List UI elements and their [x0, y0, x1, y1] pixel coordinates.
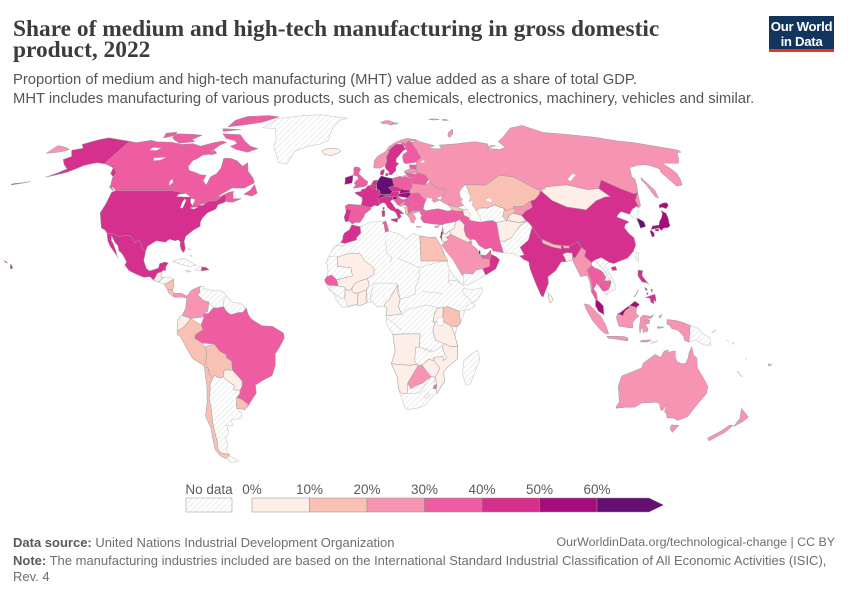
svg-text:0%: 0% — [242, 482, 262, 497]
svg-text:20%: 20% — [353, 482, 380, 497]
svg-text:No data: No data — [185, 482, 233, 497]
svg-text:50%: 50% — [526, 482, 553, 497]
svg-text:40%: 40% — [468, 482, 495, 497]
svg-text:10%: 10% — [296, 482, 323, 497]
svg-text:60%: 60% — [583, 482, 610, 497]
svg-text:30%: 30% — [411, 482, 438, 497]
